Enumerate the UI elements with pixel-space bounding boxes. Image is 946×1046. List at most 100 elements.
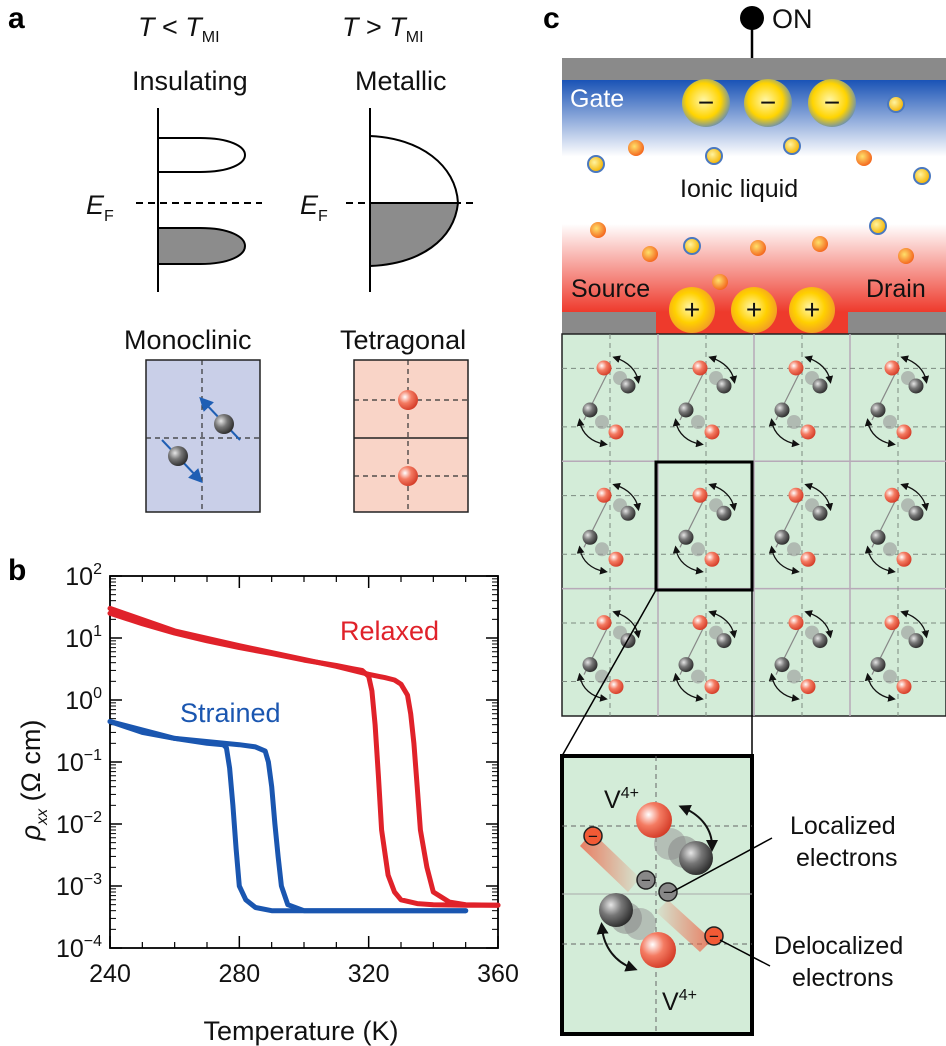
x-tick-label: 280 <box>218 960 260 988</box>
tetragonal-label: Tetragonal <box>340 325 466 355</box>
vanadium-atom <box>870 402 886 418</box>
vo2-lattice <box>561 333 946 717</box>
plus-sign: + <box>684 294 700 325</box>
panel-a: a T < TMI T > TMI Insulating Metallic EF… <box>8 2 474 513</box>
vanadium-atom <box>788 360 804 376</box>
vanadium-atom <box>582 657 598 673</box>
vanadium-atom <box>596 360 612 376</box>
vanadium-atom <box>692 615 708 631</box>
accumulated-anions: − − − <box>682 79 856 127</box>
vanadium-atom <box>908 505 924 521</box>
vanadium-dimer <box>672 482 738 575</box>
y-tick-label: 10−1 <box>56 747 102 777</box>
strained-series-label: Strained <box>180 698 281 728</box>
vanadium-atom <box>640 932 676 968</box>
on-label: ON <box>772 4 813 34</box>
metallic-label: Metallic <box>355 66 447 96</box>
vanadium-dimer <box>768 482 834 575</box>
v4-ion-label: V4+ <box>604 785 639 814</box>
localized-electrons-label: Localized <box>790 812 896 840</box>
panel-a-letter: a <box>8 2 25 35</box>
plus-sign: + <box>746 294 762 325</box>
vanadium-dimer <box>768 610 834 702</box>
vanadium-dimer <box>672 610 738 702</box>
source-label: Source <box>571 275 650 303</box>
vanadium-atom <box>168 446 188 466</box>
vanadium-atom <box>596 487 612 503</box>
vanadium-dimer <box>672 355 738 448</box>
vanadium-atom <box>608 551 624 567</box>
minus-sign: − <box>824 87 840 118</box>
y-axis-label: ρxx (Ω cm) <box>16 720 51 842</box>
y-tick-label: 100 <box>65 685 102 715</box>
vanadium-atom <box>896 424 912 440</box>
vanadium-atom <box>908 633 924 649</box>
gate-label: Gate <box>570 85 624 113</box>
vanadium-atom <box>800 679 816 695</box>
vanadium-atom <box>214 414 234 434</box>
zoom-region <box>654 460 754 592</box>
vanadium-dimer <box>576 355 642 448</box>
v4-ion-label: V4+ <box>662 987 697 1016</box>
vanadium-atom <box>678 529 694 545</box>
free-ions <box>587 95 931 290</box>
minus-sign: − <box>760 87 776 118</box>
insulating-band-diagram <box>136 108 262 292</box>
tetragonal-cell <box>353 359 469 513</box>
vanadium-atom <box>704 551 720 567</box>
vanadium-atom <box>774 529 790 545</box>
vanadium-atom <box>812 633 828 649</box>
insulating-label: Insulating <box>132 66 248 96</box>
panel-b-letter: b <box>8 554 26 587</box>
vanadium-atom <box>678 657 694 673</box>
x-axis-label: Temperature (K) <box>203 1016 398 1046</box>
vanadium-atom <box>788 487 804 503</box>
plus-sign: + <box>804 294 820 325</box>
drain-electrode <box>848 312 946 334</box>
vanadium-atom <box>870 657 886 673</box>
panel-b: b 240 280 320 36010210110010−110−210−310−4 … <box>8 554 519 1046</box>
vanadium-dimer <box>768 355 834 448</box>
vanadium-atom <box>692 487 708 503</box>
vanadium-atom <box>620 505 636 521</box>
vanadium-atom <box>398 390 418 410</box>
vanadium-atom <box>608 679 624 695</box>
vanadium-atom <box>704 424 720 440</box>
vanadium-dimer <box>864 355 930 448</box>
metallic-band-diagram <box>346 108 474 292</box>
accumulated-cations: + + + <box>669 287 835 333</box>
minus-sign: − <box>698 87 714 118</box>
series-line-relaxed <box>107 605 501 908</box>
x-tick-label: 320 <box>348 960 390 988</box>
panel-c: c ON Gate Ionic liquid Source Drain − − … <box>543 2 946 1036</box>
y-tick-label: 10−2 <box>56 809 102 839</box>
delocalized-electrons-label: Delocalized <box>774 932 903 960</box>
vanadium-atom <box>884 615 900 631</box>
vanadium-atom <box>679 841 713 875</box>
monoclinic-cell <box>145 359 261 513</box>
vanadium-dimer <box>864 610 930 702</box>
condition-low-temperature: T < TMI <box>138 12 220 46</box>
x-tick-label: 360 <box>477 960 519 988</box>
electron-minus: − <box>641 871 651 890</box>
gate-electrode <box>562 58 946 80</box>
vanadium-atom <box>608 424 624 440</box>
relaxed-series-label: Relaxed <box>340 616 439 646</box>
zoom-inset: − − − − V4+ V4+ <box>560 754 754 1036</box>
y-tick-label: 10−3 <box>56 871 102 901</box>
vanadium-atom <box>596 615 612 631</box>
vanadium-atom <box>800 551 816 567</box>
vanadium-atom <box>620 378 636 394</box>
vanadium-atom <box>774 402 790 418</box>
vanadium-dimer <box>576 482 642 575</box>
x-tick-label: 240 <box>89 960 131 988</box>
vanadium-atom <box>908 378 924 394</box>
vanadium-atom <box>800 424 816 440</box>
vanadium-atom <box>716 378 732 394</box>
y-tick-label: 101 <box>65 623 102 653</box>
fermi-level-label-insulating: EF <box>86 190 114 225</box>
condition-high-temperature: T > TMI <box>342 12 424 46</box>
vanadium-atom <box>704 679 720 695</box>
vanadium-atom <box>582 402 598 418</box>
